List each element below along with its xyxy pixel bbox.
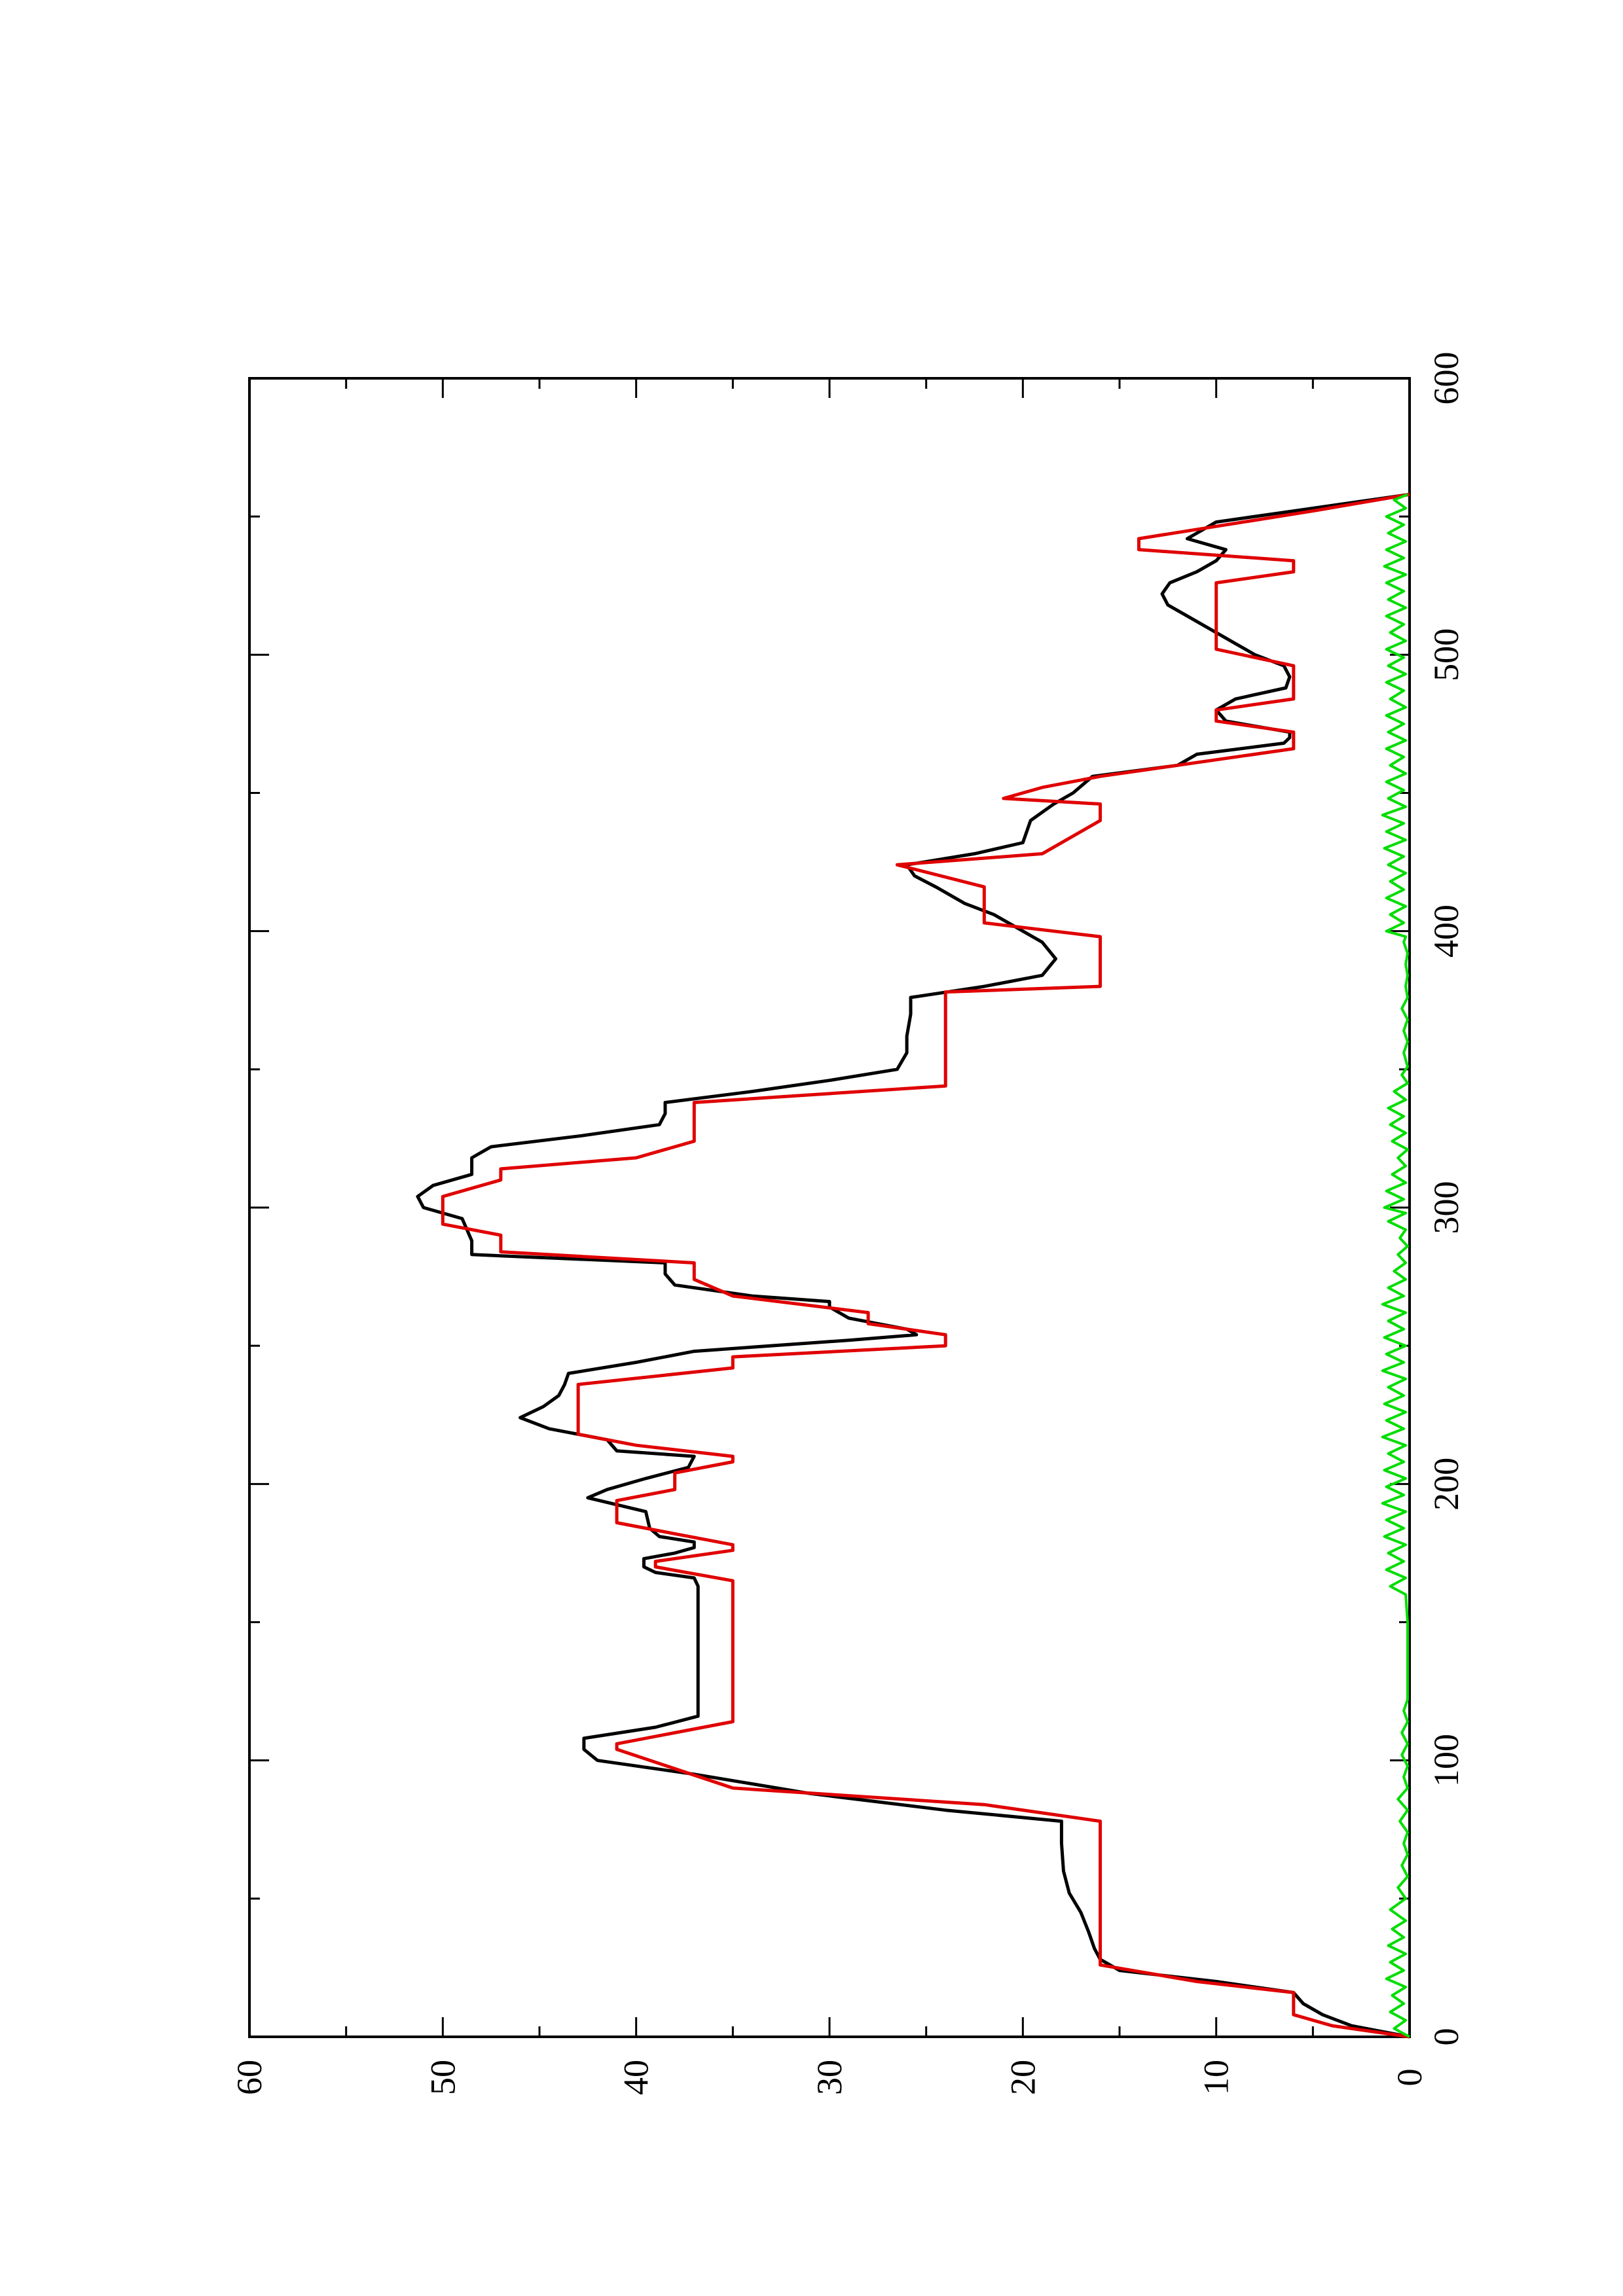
x-tick-label: 0 bbox=[1427, 2028, 1466, 2046]
series-line-2 bbox=[441, 492, 1410, 2039]
y-tick-label: 20 bbox=[1003, 2060, 1042, 2095]
x-tick-label: 500 bbox=[1427, 628, 1466, 681]
y-tick-label: 40 bbox=[617, 2060, 656, 2095]
x-tick-label: 400 bbox=[1427, 905, 1466, 958]
y-tick-label: 10 bbox=[1197, 2060, 1236, 2095]
series-line-3 bbox=[1381, 493, 1410, 2038]
series-line-1 bbox=[416, 492, 1410, 2039]
axis-tick-labels: 0 100 200 300 400 500 600 0 10 20 30 40 50 60 bbox=[230, 352, 1466, 2096]
axis-ticks bbox=[248, 377, 1411, 2038]
x-tick-label: 200 bbox=[1427, 1458, 1466, 1511]
x-tick-label: 100 bbox=[1427, 1734, 1466, 1787]
y-tick-label: 0 bbox=[1390, 2069, 1429, 2087]
series-layer bbox=[416, 492, 1410, 2039]
y-tick-label: 30 bbox=[810, 2060, 849, 2095]
x-tick-label: 300 bbox=[1427, 1181, 1466, 1234]
y-tick-label: 50 bbox=[423, 2060, 462, 2095]
y-tick-label: 60 bbox=[230, 2060, 269, 2095]
x-tick-label: 600 bbox=[1427, 352, 1466, 405]
